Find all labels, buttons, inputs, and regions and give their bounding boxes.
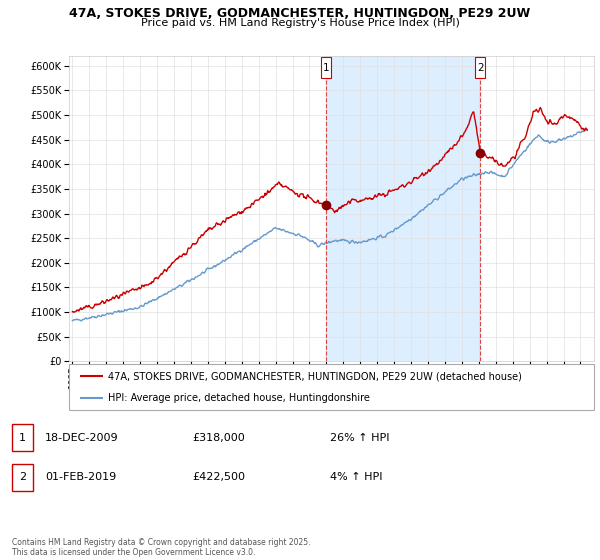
Text: 4% ↑ HPI: 4% ↑ HPI <box>330 472 383 482</box>
Text: 1: 1 <box>19 433 26 443</box>
Text: £318,000: £318,000 <box>192 433 245 443</box>
FancyBboxPatch shape <box>475 57 485 78</box>
Text: 26% ↑ HPI: 26% ↑ HPI <box>330 433 389 443</box>
Text: £422,500: £422,500 <box>192 472 245 482</box>
Text: 2: 2 <box>477 63 484 73</box>
FancyBboxPatch shape <box>69 364 594 410</box>
FancyBboxPatch shape <box>321 57 331 78</box>
Text: 18-DEC-2009: 18-DEC-2009 <box>45 433 119 443</box>
Text: 2: 2 <box>19 472 26 482</box>
Text: Contains HM Land Registry data © Crown copyright and database right 2025.
This d: Contains HM Land Registry data © Crown c… <box>12 538 311 557</box>
Text: HPI: Average price, detached house, Huntingdonshire: HPI: Average price, detached house, Hunt… <box>109 393 370 403</box>
Text: 47A, STOKES DRIVE, GODMANCHESTER, HUNTINGDON, PE29 2UW (detached house): 47A, STOKES DRIVE, GODMANCHESTER, HUNTIN… <box>109 371 522 381</box>
Bar <box>326 56 480 361</box>
Text: 01-FEB-2019: 01-FEB-2019 <box>45 472 116 482</box>
Text: Price paid vs. HM Land Registry's House Price Index (HPI): Price paid vs. HM Land Registry's House … <box>140 18 460 28</box>
Text: 47A, STOKES DRIVE, GODMANCHESTER, HUNTINGDON, PE29 2UW: 47A, STOKES DRIVE, GODMANCHESTER, HUNTIN… <box>70 7 530 20</box>
Text: 1: 1 <box>323 63 329 73</box>
